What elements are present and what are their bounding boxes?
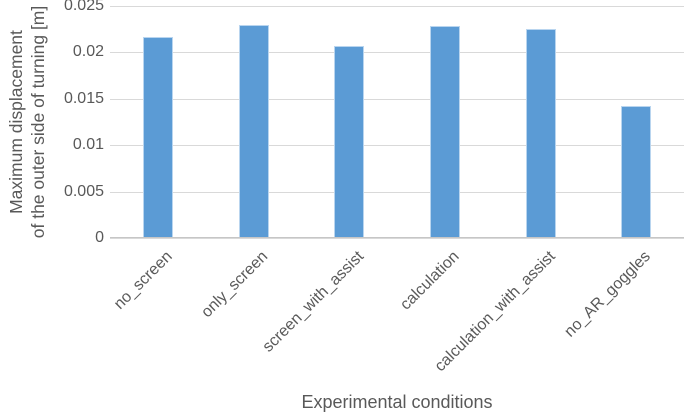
gridline <box>110 52 684 54</box>
bar-series <box>110 6 684 238</box>
gridline <box>110 145 684 147</box>
y-axis-title: Maximum displacement of the outer side o… <box>5 0 51 262</box>
y-tick-label: 0 <box>95 229 104 246</box>
gridline <box>110 98 684 100</box>
y-tick-label: 0.02 <box>72 43 104 61</box>
bar-calculation_with_assist <box>525 29 556 238</box>
bar-no_AR_goggles <box>621 106 652 238</box>
x-tick-label-calculation: calculation <box>397 248 463 314</box>
gridline <box>110 191 684 193</box>
bar-screen_with_assist <box>334 45 365 238</box>
bar-slot <box>493 6 589 238</box>
x-axis-title: Experimental conditions <box>301 392 493 412</box>
y-axis-title-line1: Maximum displacement <box>6 30 26 214</box>
x-axis-line <box>110 237 684 238</box>
bar-slot <box>206 6 302 238</box>
y-axis-title-line2: of the outer side of turning [m] <box>28 5 48 239</box>
bar-slot <box>588 6 684 238</box>
bar-calculation <box>429 26 460 238</box>
y-tick-label: 0.015 <box>63 89 104 107</box>
gridline <box>110 238 684 239</box>
bar-only_screen <box>238 24 269 238</box>
bar-no_screen <box>142 36 173 238</box>
y-tick-label: 0.005 <box>63 182 104 200</box>
bar-slot <box>110 6 206 238</box>
y-tick-label: 0.01 <box>72 136 104 154</box>
bar-slot <box>397 6 493 238</box>
plot-area <box>110 6 684 239</box>
bar-slot <box>301 6 397 238</box>
x-tick-label-no_AR_goggles: no_AR_goggles <box>561 248 655 341</box>
x-tick-label-only_screen: only_screen <box>198 248 272 322</box>
x-tick-label-screen_with_assist: screen_with_assist <box>259 248 368 356</box>
x-tick-label-no_screen: no_screen <box>110 248 176 313</box>
gridline <box>110 6 684 7</box>
y-tick-label: 0.025 <box>63 0 104 14</box>
